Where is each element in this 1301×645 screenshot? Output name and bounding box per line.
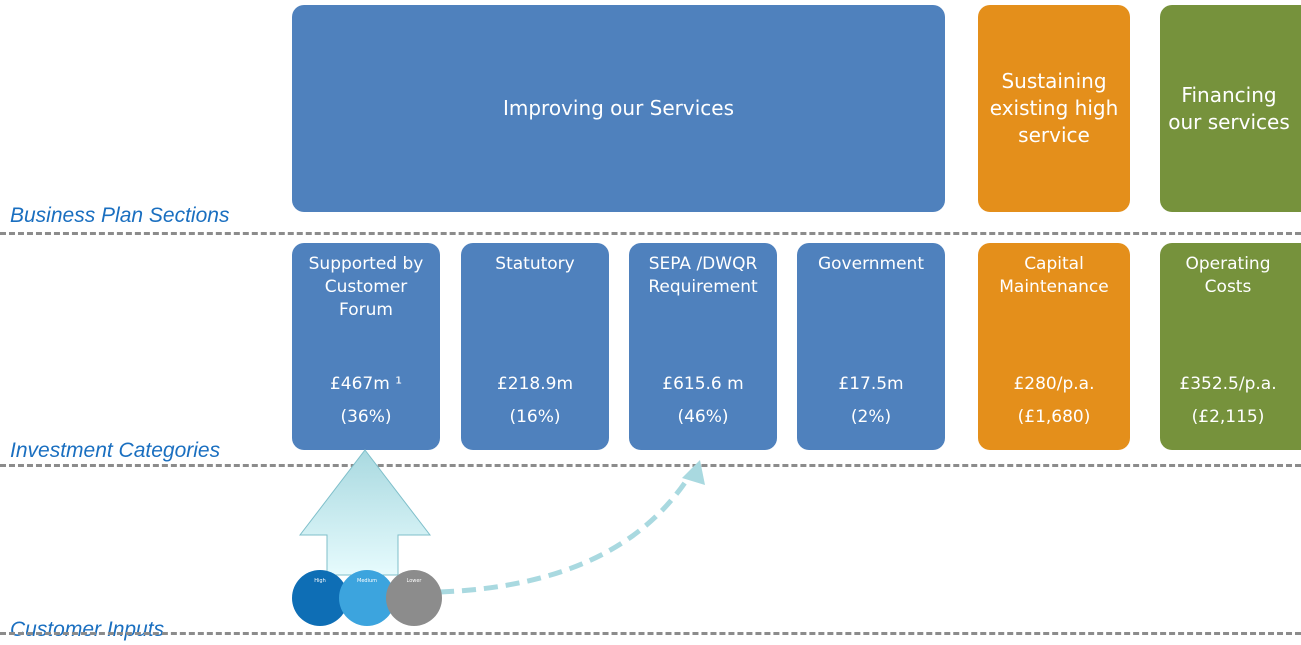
section-box: Improving our Services (292, 5, 945, 212)
input-circle (386, 570, 442, 626)
category-amount: £280/p.a. (1013, 374, 1095, 394)
category-share: (36%) (340, 407, 392, 427)
category-box: SEPA /DWQR Requirement £615.6 m (46%) (629, 243, 777, 450)
category-title: Capital Maintenance (999, 254, 1109, 297)
category-amount: £615.6 m (662, 374, 744, 394)
section-box: Financing our services (1160, 5, 1301, 212)
input-label: Medium (357, 578, 377, 584)
input-circle (292, 570, 348, 626)
category-amount: £467m ¹ (329, 374, 403, 394)
section-label: Customer Inputs (10, 618, 165, 641)
category-box: Statutory £218.9m (16%) (461, 243, 609, 450)
input-circle (339, 570, 395, 626)
category-title: Supported by Customer Forum (308, 254, 424, 320)
category-amount: £218.9m (496, 374, 574, 394)
arrow-head (682, 460, 705, 485)
category-title: SEPA /DWQR Requirement (648, 254, 758, 297)
category-box: Supported by Customer Forum £467m ¹ (36%) (292, 243, 440, 450)
section-label: Investment Categories (10, 439, 221, 462)
category-box: Capital Maintenance £280/p.a. (£1,680) (978, 243, 1130, 450)
category-amount: £17.5m (838, 374, 904, 394)
category-share: (2%) (850, 407, 892, 427)
category-share: (£2,115) (1191, 407, 1265, 427)
divider (0, 632, 1301, 635)
category-amount: £352.5/p.a. (1179, 374, 1277, 394)
category-box: Government £17.5m (2%) (797, 243, 945, 450)
category-share: (46%) (677, 407, 729, 427)
input-label: Lower (407, 578, 423, 584)
category-box: Operating Costs £352.5/p.a. (£2,115) (1160, 243, 1301, 450)
divider (0, 232, 1301, 235)
up-arrow (298, 449, 432, 576)
category-title: Statutory (495, 254, 575, 274)
divider (0, 464, 1301, 467)
category-title: Operating Costs (1185, 254, 1271, 297)
category-title: Government (817, 254, 925, 274)
category-share: (16%) (509, 407, 561, 427)
category-share: (£1,680) (1017, 407, 1091, 427)
input-label: High (314, 578, 326, 584)
section-label: Business Plan Sections (10, 204, 230, 227)
section-box: Sustaining existing high service (978, 5, 1130, 212)
curved-arrow (439, 473, 693, 595)
